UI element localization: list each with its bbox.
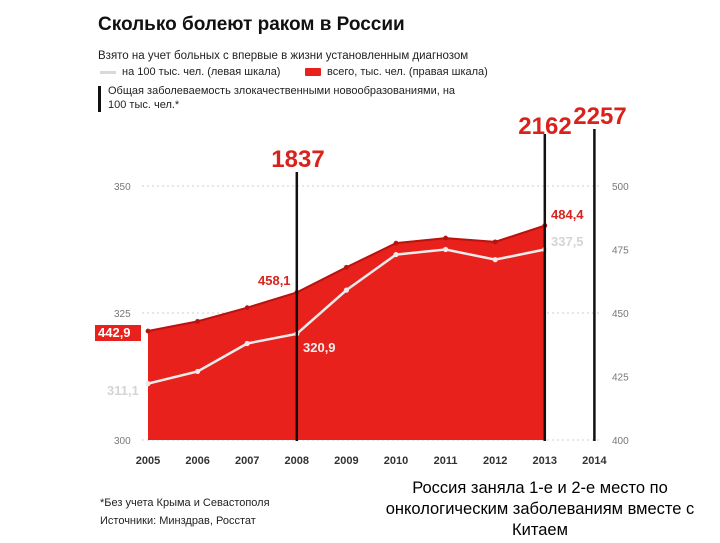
x-axis-tick-label: 2011 bbox=[434, 455, 458, 467]
bar-value-label-2008: 1837 bbox=[271, 146, 324, 173]
left-axis-tick-label: 300 bbox=[114, 436, 131, 447]
legend-bar-swatch bbox=[98, 86, 101, 112]
x-axis-tick-label: 2008 bbox=[285, 455, 309, 467]
x-axis-tick-label: 2012 bbox=[483, 455, 507, 467]
source-note: Источники: Минздрав, Росстат bbox=[100, 515, 256, 527]
legend-right: всего, тыс. чел. (правая шкала) bbox=[305, 66, 488, 78]
right-axis-tick-label: 400 bbox=[612, 436, 629, 447]
white-series-point bbox=[244, 340, 250, 347]
x-axis-tick-label: 2013 bbox=[533, 455, 557, 467]
legend-bar-label: Общая заболеваемость злокачественными но… bbox=[108, 85, 456, 111]
red-series-point bbox=[443, 235, 448, 241]
right-axis-tick-label: 475 bbox=[612, 246, 629, 257]
x-axis-tick-label: 2007 bbox=[235, 455, 259, 467]
red-data-label-2008: 458,1 bbox=[258, 273, 291, 288]
white-series-point bbox=[145, 381, 151, 387]
red-series-point bbox=[492, 239, 498, 245]
right-axis-tick-label: 425 bbox=[612, 373, 629, 384]
footnote: *Без учета Крыма и Севастополя bbox=[100, 497, 270, 509]
red-series-point bbox=[244, 305, 250, 311]
legend-right-label: всего, тыс. чел. (правая шкала) bbox=[327, 66, 488, 78]
right-axis-tick-label: 500 bbox=[612, 182, 629, 193]
white-series-point bbox=[343, 287, 349, 293]
red-series-point bbox=[344, 264, 349, 270]
white-data-label-2005: 311,1 bbox=[107, 383, 139, 398]
red-series-point bbox=[145, 328, 151, 334]
chart-title: Сколько болеют раком в России bbox=[98, 14, 405, 35]
left-axis-tick-label: 350 bbox=[114, 182, 131, 193]
white-series-point bbox=[443, 246, 449, 253]
x-axis-tick-label: 2014 bbox=[582, 455, 607, 467]
red-data-label-2005: 442,9 bbox=[98, 325, 131, 340]
x-axis-tick-label: 2010 bbox=[384, 455, 408, 467]
red-area-series bbox=[148, 225, 545, 440]
legend-white-line-swatch bbox=[100, 70, 116, 74]
white-data-label-2013: 337,5 bbox=[551, 234, 584, 249]
x-axis-tick-label: 2005 bbox=[136, 455, 160, 467]
white-data-label-2008: 320,9 bbox=[303, 340, 336, 355]
white-series-point bbox=[195, 368, 201, 375]
legend-left-label: на 100 тыс. чел. (левая шкала) bbox=[122, 66, 281, 78]
bar-value-label-2013: 2162 bbox=[518, 113, 571, 140]
caption-overlay: Россия заняла 1-е и 2-е место по онколог… bbox=[380, 476, 700, 543]
red-label-bg-2005 bbox=[95, 325, 141, 341]
bar-value-label-2014: 2257 bbox=[573, 103, 626, 130]
red-data-label-2013: 484,4 bbox=[551, 207, 584, 222]
left-axis-tick-label: 325 bbox=[114, 309, 131, 320]
legend-red-area-swatch bbox=[305, 68, 321, 76]
white-series-point bbox=[393, 251, 399, 258]
x-axis-tick-label: 2009 bbox=[334, 455, 358, 467]
right-axis-tick-label: 450 bbox=[612, 309, 629, 320]
x-axis-tick-label: 2006 bbox=[185, 455, 209, 467]
chart-subtitle: Взято на учет больных с впервые в жизни … bbox=[98, 50, 469, 62]
white-series-point bbox=[492, 257, 498, 263]
legend-left: на 100 тыс. чел. (левая шкала) bbox=[100, 66, 280, 78]
red-series-point bbox=[195, 318, 201, 324]
red-series-point bbox=[393, 240, 399, 246]
